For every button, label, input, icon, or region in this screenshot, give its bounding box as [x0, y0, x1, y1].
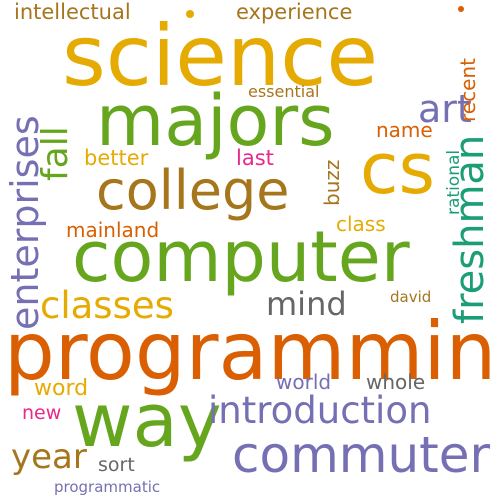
word-programming: programming — [4, 305, 500, 398]
word-sort: sort — [98, 454, 135, 476]
word-last: last — [236, 146, 274, 170]
dot-decoration — [186, 10, 194, 18]
word-cs: cs — [360, 128, 435, 210]
word-way: way — [72, 378, 222, 464]
word-art: art — [418, 87, 472, 131]
word-recent: recent — [456, 58, 480, 122]
word-fall: fall — [35, 126, 76, 181]
word-programmatic: programmatic — [54, 478, 161, 496]
word-mainland: mainland — [66, 218, 160, 242]
word-david: david — [390, 288, 432, 306]
word-experience: experience — [236, 0, 353, 24]
word-name: name — [376, 118, 433, 142]
word-buzz: buzz — [320, 159, 344, 206]
word-classes: classes — [40, 284, 174, 327]
word-college: college — [96, 159, 290, 222]
word-class: class — [336, 212, 386, 236]
word-whole: whole — [366, 370, 426, 394]
word-computer: computer — [72, 216, 410, 298]
word-intellectual: intellectual — [14, 0, 131, 24]
word-world: world — [276, 370, 332, 394]
word-rational: rational — [444, 149, 464, 215]
dot-decoration — [458, 6, 464, 12]
word-majors: majors — [96, 80, 335, 162]
word-year: year — [11, 437, 87, 477]
word-introduction: introduction — [208, 389, 432, 432]
word-mind: mind — [266, 285, 347, 323]
word-commuter: commuter — [232, 426, 491, 484]
word-better: better — [84, 146, 149, 170]
word-essential: essential — [248, 82, 320, 101]
word-new: new — [22, 402, 62, 424]
word-science: science — [62, 7, 379, 105]
word-word: word — [34, 376, 89, 401]
